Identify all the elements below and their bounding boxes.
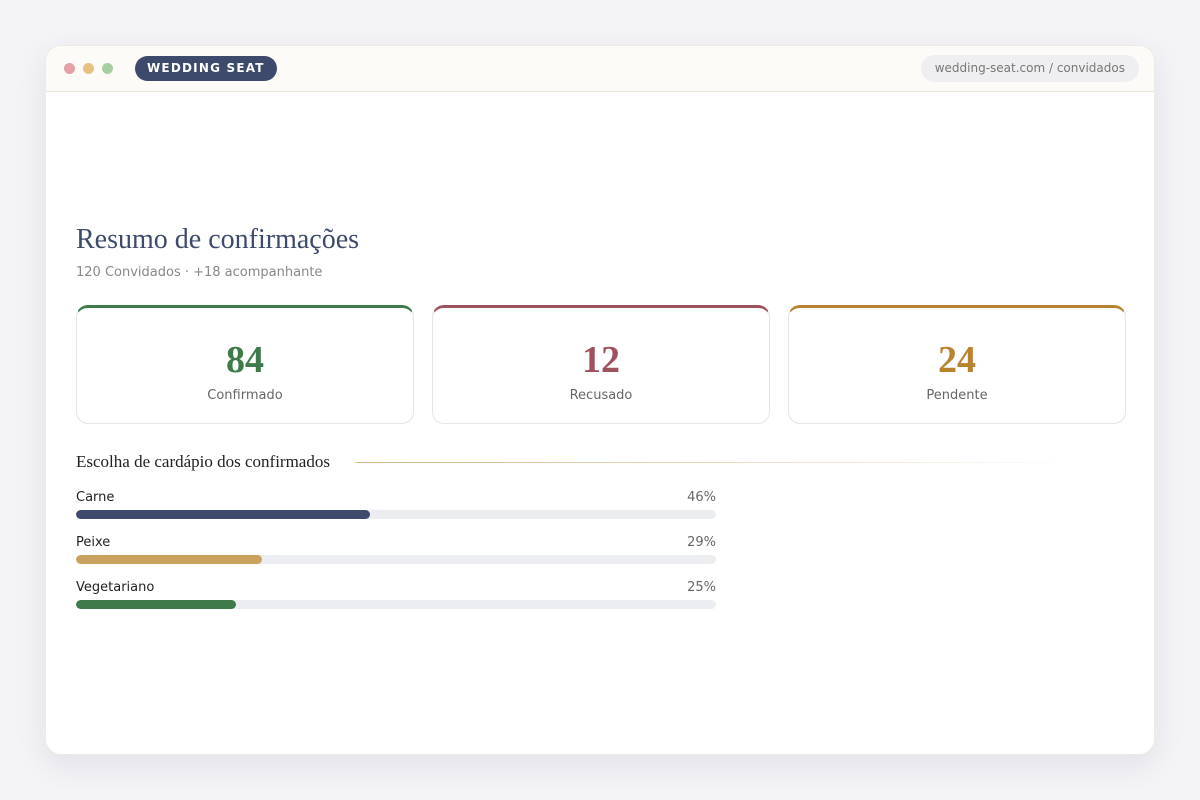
stat-label: Confirmado <box>207 388 283 403</box>
stat-label: Pendente <box>926 388 988 403</box>
bar-track <box>76 600 716 609</box>
bar-fill <box>76 555 262 564</box>
menu-percent: 25% <box>687 580 716 595</box>
menu-label: Vegetariano <box>76 580 155 595</box>
browser-window: WEDDING SEAT wedding-seat.com / convidad… <box>45 45 1155 755</box>
window-dot[interactable] <box>64 63 75 74</box>
stat-value: 84 <box>226 339 264 381</box>
url-bar[interactable]: wedding-seat.com / convidados <box>920 55 1139 82</box>
stat-label: Recusado <box>569 388 633 403</box>
menu-title: Escolha de cardápio dos confirmados <box>76 452 330 471</box>
stat-card: 12 Recusado <box>432 305 770 424</box>
menu-label: Peixe <box>76 535 111 550</box>
menu-percent: 46% <box>687 490 716 505</box>
divider <box>356 462 1076 463</box>
summary-title: Resumo de confirmações <box>76 224 360 255</box>
stat-card: 24 Pendente <box>788 305 1126 424</box>
bar-fill <box>76 600 236 609</box>
menu-row: Peixe 29% <box>76 535 716 575</box>
browser-bar: WEDDING SEAT wedding-seat.com / convidad… <box>46 46 1154 92</box>
window-dot[interactable] <box>102 63 113 74</box>
stat-value: 24 <box>938 339 976 381</box>
stat-value: 12 <box>582 339 620 381</box>
brand[interactable]: WEDDING SEAT <box>135 56 277 81</box>
stat-card: 84 Confirmado <box>76 305 414 424</box>
bar-track <box>76 510 716 519</box>
menu-row: Carne 46% <box>76 490 716 530</box>
menu-label: Carne <box>76 490 115 505</box>
bar-fill <box>76 510 371 519</box>
menu-percent: 29% <box>687 535 716 550</box>
summary-subtitle: 120 Convidados · +18 acompanhante <box>76 265 323 280</box>
bar-track <box>76 555 716 564</box>
window-dot[interactable] <box>83 63 94 74</box>
menu-row: Vegetariano 25% <box>76 580 716 620</box>
